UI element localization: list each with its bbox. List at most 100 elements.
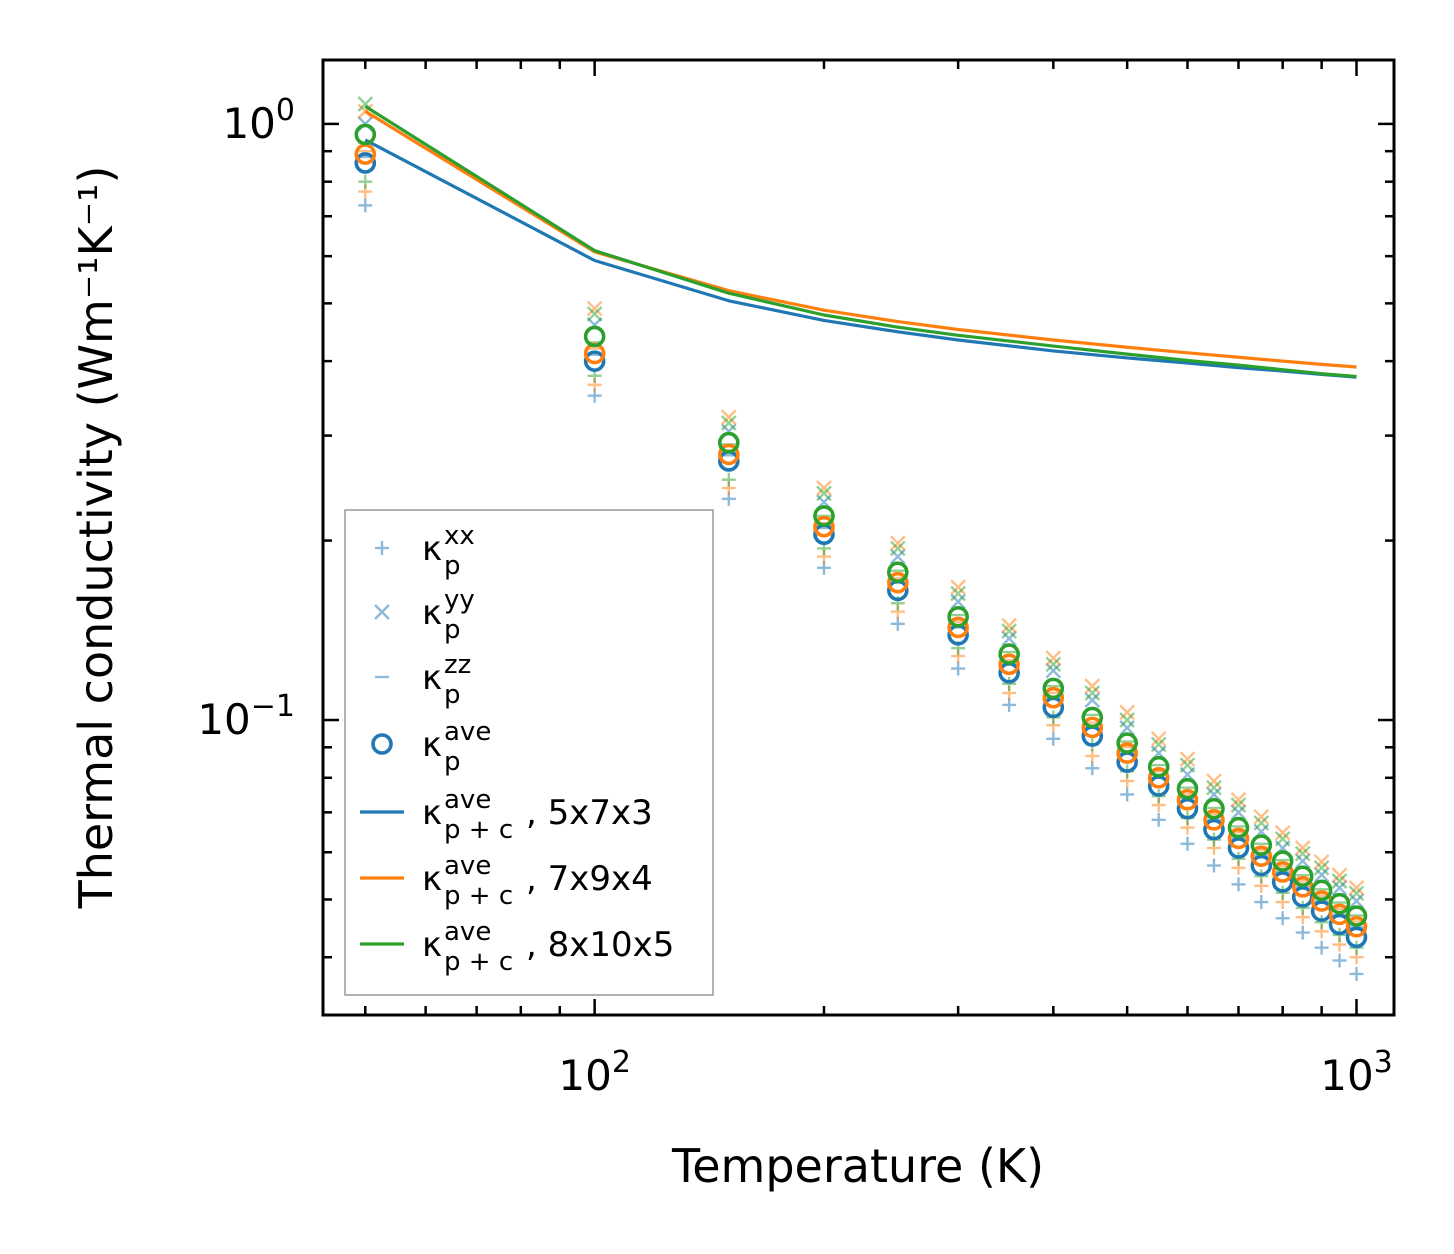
kp_ave-orange-point (1081, 716, 1104, 739)
kp_yy-orange-point (1179, 751, 1196, 767)
kp_ave-blue-point (1250, 854, 1273, 877)
x-axis-title: Temperature (K) (671, 1139, 1044, 1193)
marker-stroke (947, 616, 969, 639)
marker-stroke (717, 431, 740, 454)
kp_yy-orange-point (1313, 854, 1330, 870)
kp_yy-green-point (1119, 712, 1136, 728)
kp_xx-blue-point (1151, 812, 1166, 827)
marker-stroke (889, 540, 906, 557)
kp_yy-orange-point (950, 579, 966, 596)
kp_yy-blue-point (1331, 879, 1348, 896)
legend-label: κave p + c, 5x7x3 (422, 785, 653, 845)
marker-stroke (1147, 766, 1170, 789)
marker-stroke (1203, 797, 1225, 820)
marker-stroke (1253, 815, 1270, 831)
kp_ave-green-point (717, 431, 740, 454)
marker-stroke (1179, 751, 1196, 767)
kp_yy-orange-point (1230, 791, 1247, 808)
plot-frame (321, 58, 1396, 1017)
marker-stroke (1116, 742, 1138, 764)
kp_ave-green-point (1250, 834, 1273, 856)
kp_ave-green-point (1328, 892, 1351, 915)
marker-stroke (371, 733, 393, 755)
kp_ave-green-point (887, 561, 909, 583)
marker-stroke (1250, 854, 1273, 877)
marker-stroke (1313, 854, 1330, 870)
marker-stroke (1331, 873, 1348, 889)
marker-stroke (1271, 871, 1294, 893)
marker-stroke (998, 643, 1020, 665)
marker-stroke (1313, 866, 1330, 883)
kp_xx-blue-point (1295, 925, 1310, 940)
marker-stroke (887, 561, 909, 583)
kp_xx-green-point (1314, 915, 1329, 930)
kp_yy-orange-point (720, 409, 737, 426)
kp_ave-orange-point (1271, 861, 1294, 883)
kp_ave-orange-point (947, 616, 969, 639)
marker-stroke (1176, 777, 1199, 800)
kp_ave-orange-point (887, 571, 909, 594)
marker-stroke (357, 103, 374, 120)
marker-stroke (1345, 926, 1368, 949)
kp_ave-green-point (1203, 797, 1225, 820)
kp_xx-green-point (1231, 851, 1246, 866)
marker-stroke (1084, 692, 1101, 708)
kp_yy-orange-point (1119, 704, 1136, 721)
marker-stroke (1294, 845, 1311, 862)
kp_yy-orange-point (1150, 730, 1167, 747)
marker-stroke (1227, 837, 1250, 859)
kp_ave-blue-point (1176, 797, 1199, 820)
legend-box (344, 509, 714, 996)
kp_ave-orange-point (998, 653, 1020, 676)
kp_xx-blue-point (1254, 895, 1269, 910)
marker-stroke (887, 571, 909, 594)
kp_xx-blue-point (358, 198, 373, 213)
marker-stroke (583, 325, 606, 348)
kp_yy-blue-point (1001, 630, 1017, 647)
kp_yy-blue-point (1294, 853, 1311, 869)
marker-stroke (1227, 827, 1250, 850)
kp_yy-orange-point (1253, 808, 1270, 825)
kp_yy-orange-point (1331, 867, 1348, 884)
marker-stroke (1328, 892, 1351, 915)
series-line (364, 109, 1357, 369)
kp_xx-blue-point (1085, 761, 1100, 776)
marker-stroke (1001, 630, 1017, 647)
kp_xx-green-point (1295, 900, 1310, 915)
legend-label: κave p + c, 8x10x5 (422, 917, 674, 977)
x-tick-label: 102 (558, 1045, 631, 1100)
marker-stroke (1294, 853, 1311, 869)
marker-stroke (1313, 859, 1330, 876)
kp_yy-green-point (950, 585, 966, 602)
kp_yy-green-point (1206, 779, 1222, 796)
kp_yy-blue-point (1313, 866, 1330, 883)
kp_yy-green-point (1150, 736, 1167, 753)
marker-stroke (816, 485, 832, 502)
kp_xx-blue-point (1314, 940, 1329, 955)
marker-stroke (1206, 779, 1222, 796)
marker-stroke (1274, 830, 1291, 847)
series-line (364, 138, 1357, 379)
legend-label: κzz p (422, 650, 471, 710)
kp_yy-green-point (1253, 815, 1270, 831)
kp_ave-green-point (1227, 816, 1250, 839)
marker-stroke (998, 653, 1020, 676)
kp_xx-blue-point (1046, 731, 1061, 746)
marker-stroke (583, 350, 606, 372)
marker-stroke (816, 480, 832, 496)
y-tick-label: 100 (222, 93, 295, 148)
y-axis-title: Thermal conductivity (Wm⁻¹K⁻¹) (69, 166, 123, 910)
marker-stroke (950, 585, 966, 602)
marker-stroke (354, 152, 377, 174)
kp_ave-blue-point (1345, 926, 1368, 949)
kp_ave-orange-point (1147, 766, 1170, 789)
x-tick-label: 103 (1320, 1045, 1393, 1100)
marker-stroke (1291, 865, 1314, 888)
kp_yy-green-point (1294, 845, 1311, 862)
kp_yy-green-point (1084, 685, 1101, 701)
kp_ave-green-point (998, 643, 1020, 665)
kp_ave-blue-point (583, 350, 606, 372)
series-line (364, 105, 1357, 379)
marker-stroke (1250, 834, 1273, 856)
marker-stroke (813, 505, 835, 527)
